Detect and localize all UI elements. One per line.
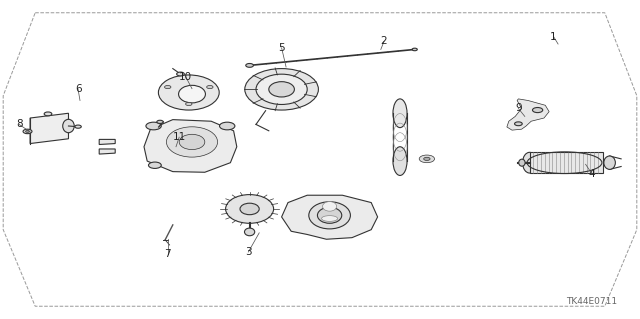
Circle shape — [186, 102, 192, 106]
Text: 8: 8 — [16, 119, 22, 130]
Polygon shape — [282, 195, 378, 239]
Ellipse shape — [317, 207, 342, 223]
Ellipse shape — [308, 202, 351, 229]
Ellipse shape — [269, 82, 294, 97]
Ellipse shape — [166, 127, 218, 157]
Ellipse shape — [322, 216, 338, 221]
Ellipse shape — [604, 156, 616, 169]
Circle shape — [515, 122, 522, 126]
Text: 10: 10 — [179, 71, 192, 82]
Circle shape — [146, 122, 161, 130]
Polygon shape — [144, 120, 237, 172]
Circle shape — [75, 125, 81, 128]
Circle shape — [164, 85, 171, 89]
Circle shape — [148, 162, 161, 168]
Ellipse shape — [518, 159, 525, 166]
Ellipse shape — [256, 74, 307, 105]
Polygon shape — [530, 152, 604, 173]
Ellipse shape — [323, 202, 337, 211]
Ellipse shape — [179, 85, 205, 103]
Ellipse shape — [158, 75, 219, 110]
Circle shape — [207, 85, 213, 89]
Circle shape — [23, 129, 32, 134]
Circle shape — [26, 130, 29, 132]
Circle shape — [246, 63, 253, 67]
Circle shape — [424, 157, 430, 160]
Text: 4: 4 — [589, 169, 595, 179]
Ellipse shape — [179, 134, 205, 150]
Text: 2: 2 — [381, 36, 387, 47]
Circle shape — [220, 122, 235, 130]
Text: TK44E0711: TK44E0711 — [566, 297, 618, 306]
Text: 7: 7 — [164, 249, 171, 259]
Polygon shape — [99, 139, 115, 145]
Circle shape — [419, 155, 435, 163]
Text: 1: 1 — [550, 32, 557, 42]
Ellipse shape — [63, 119, 74, 133]
Ellipse shape — [226, 195, 274, 223]
Text: 3: 3 — [245, 247, 252, 257]
Text: 11: 11 — [173, 132, 186, 142]
Circle shape — [157, 120, 163, 123]
Ellipse shape — [240, 203, 259, 215]
Ellipse shape — [393, 99, 407, 128]
Ellipse shape — [244, 228, 255, 236]
Ellipse shape — [523, 152, 536, 173]
Ellipse shape — [393, 147, 407, 175]
Circle shape — [177, 72, 184, 76]
Polygon shape — [99, 149, 115, 154]
Polygon shape — [507, 99, 549, 130]
Polygon shape — [30, 113, 68, 144]
Ellipse shape — [245, 69, 319, 110]
Circle shape — [532, 108, 543, 113]
Text: 6: 6 — [75, 84, 81, 94]
Text: 9: 9 — [515, 103, 522, 114]
Circle shape — [412, 48, 417, 51]
Circle shape — [44, 112, 52, 116]
Text: 5: 5 — [278, 43, 285, 53]
